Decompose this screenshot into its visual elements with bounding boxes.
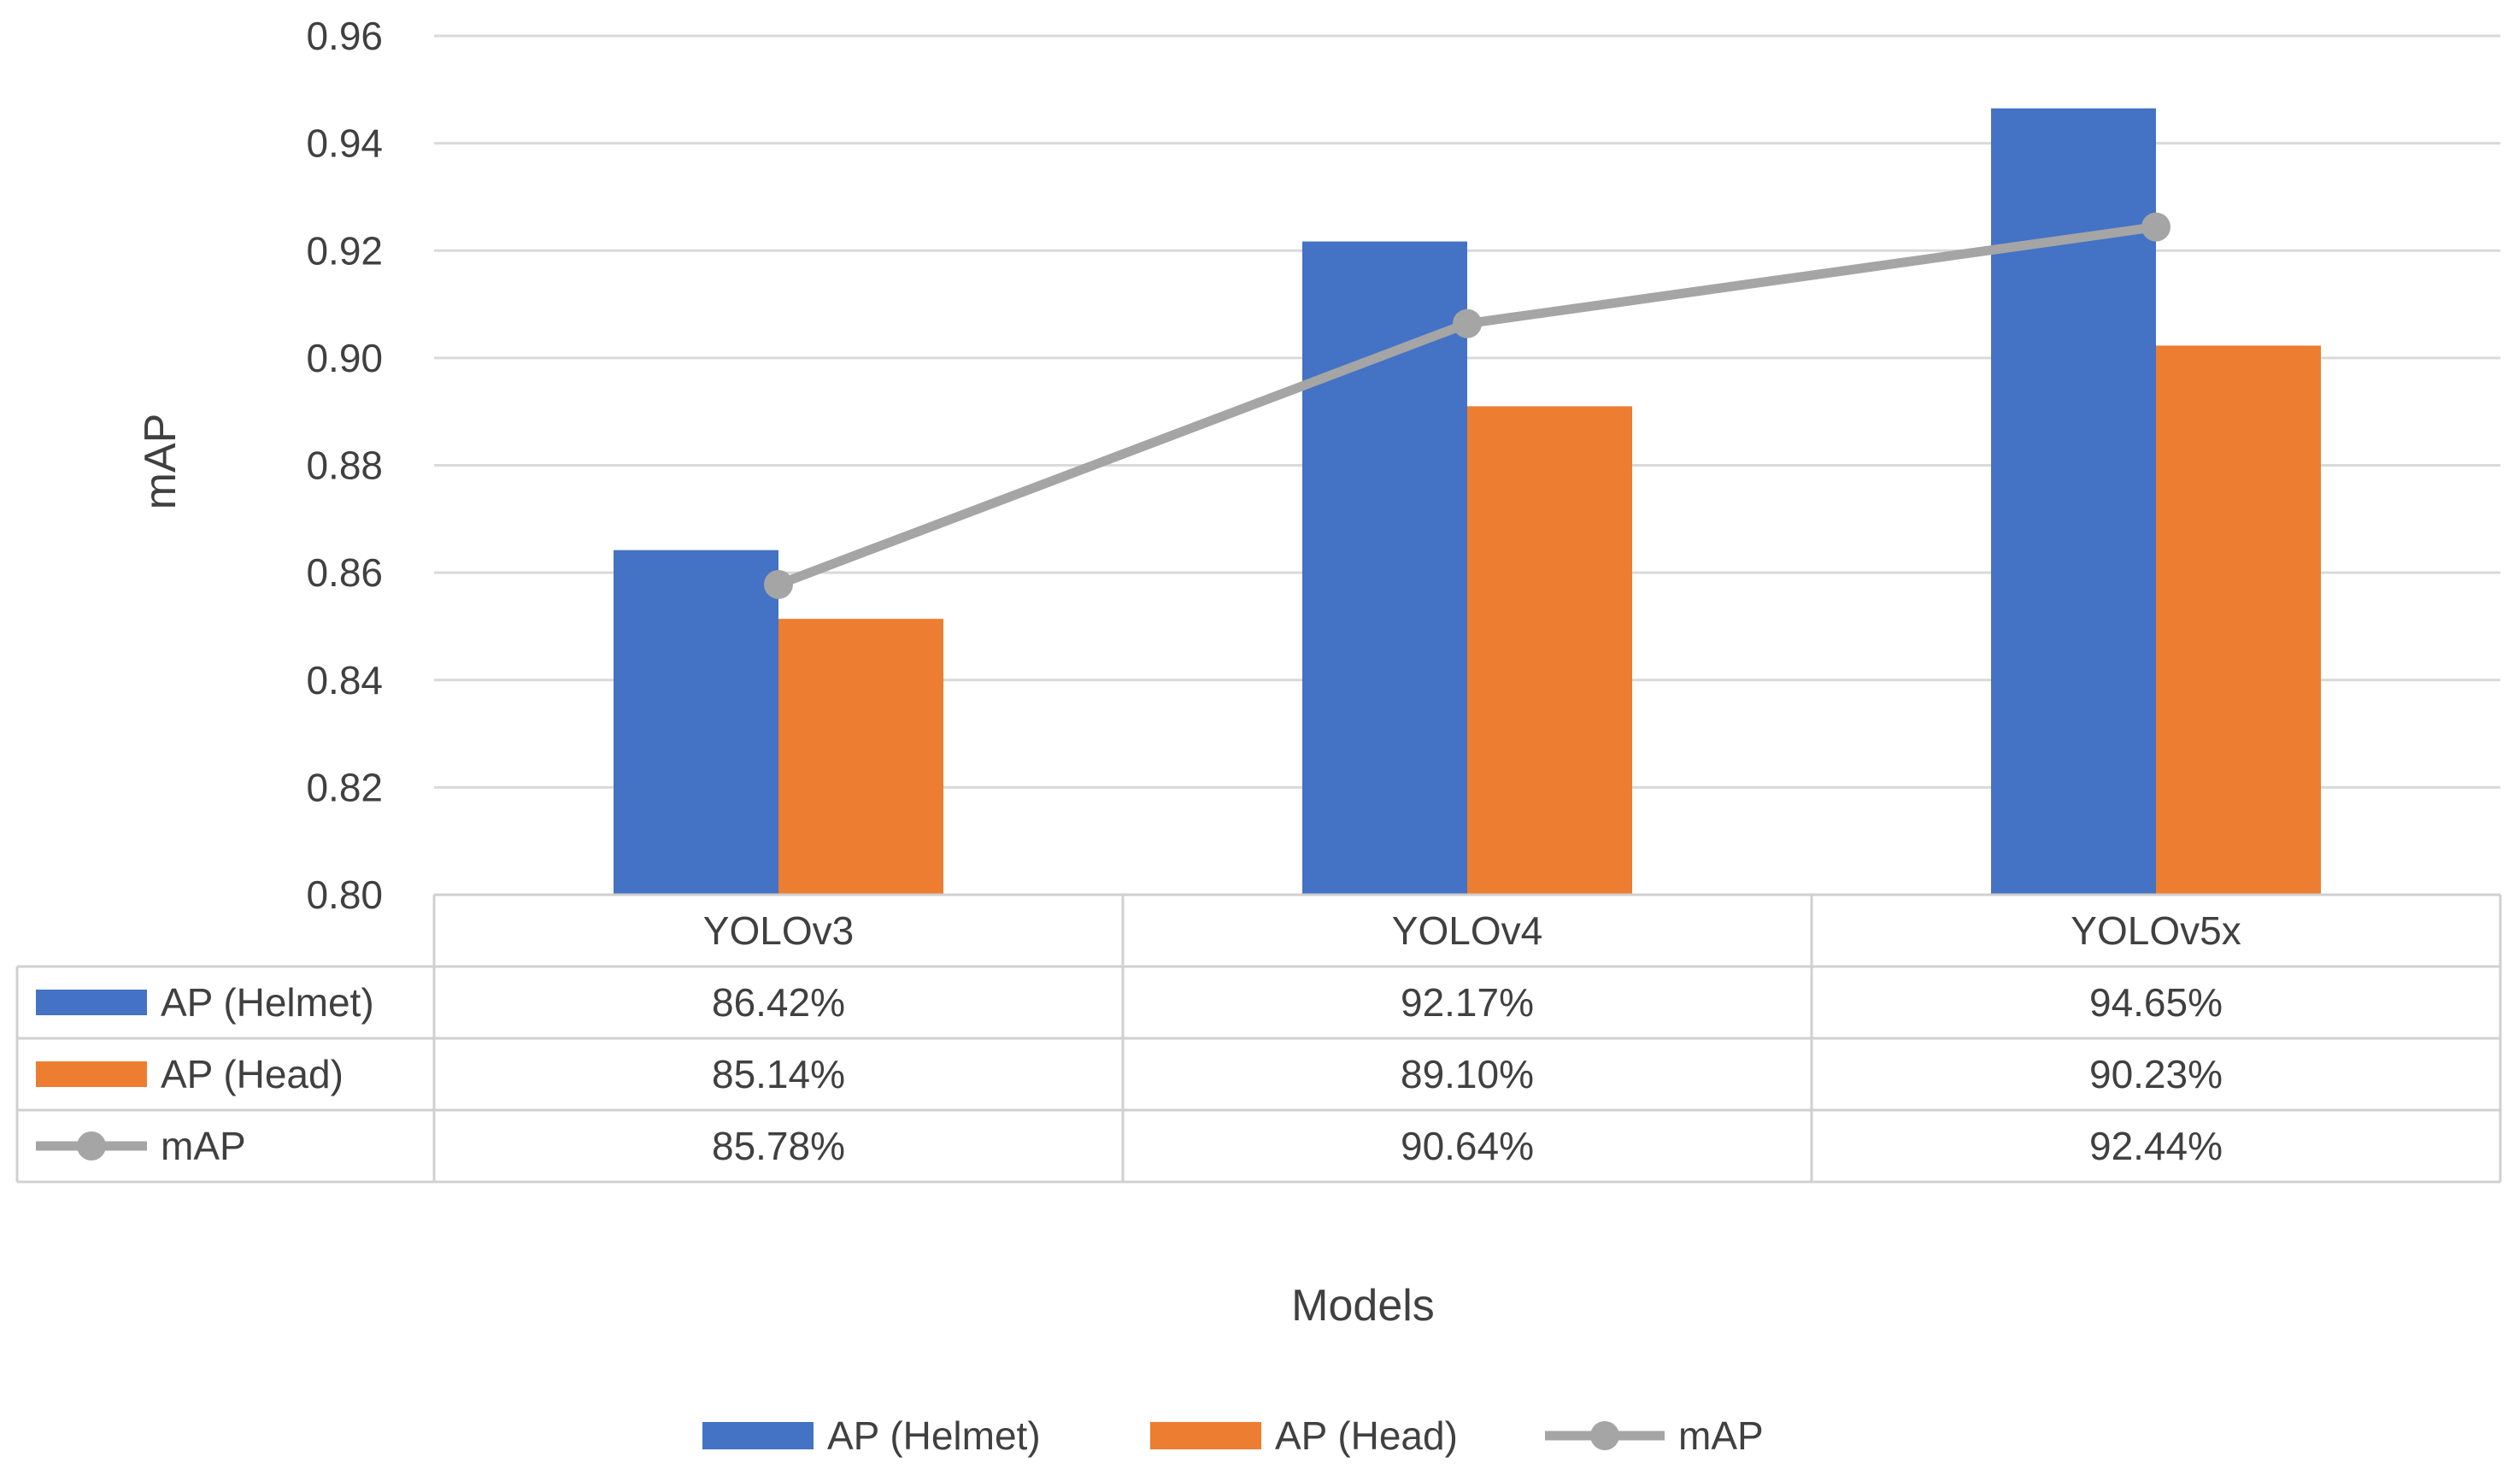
y-tick-label-0.80: 0.80 [306,873,383,917]
data-label-map-yolov5x: 92.44% [2089,1124,2223,1168]
y-tick-label-0.86: 0.86 [306,550,383,595]
legend-label-map: mAP [1678,1413,1764,1458]
bar-ap-helmet-yolov4 [1302,241,1467,895]
table-row-label-ap-helmet: AP (Helmet) [161,980,374,1025]
map-point-yolov5x [2141,212,2170,242]
bars [614,108,2321,896]
data-label-ap-helmet-yolov5x: 94.65% [2089,980,2223,1025]
y-tick-label-0.92: 0.92 [306,228,383,273]
y-tick-label-0.82: 0.82 [306,765,383,809]
y-axis-title: mAP [136,414,185,510]
bar-ap-head-yolov5x [2156,345,2321,896]
legend: AP (Helmet) AP (Head) mAP [702,1413,1764,1458]
category-label-yolov5x: YOLOv5x [2071,908,2241,953]
data-label-map-yolov3: 85.78% [712,1124,845,1168]
legend-key-marker-map [1590,1421,1619,1450]
category-label-yolov4: YOLOv4 [1392,908,1542,953]
data-label-ap-head-yolov5x: 90.23% [2089,1052,2223,1096]
table-key-marker-map [77,1131,106,1161]
y-tick-label-0.84: 0.84 [306,658,383,702]
y-tick-label-0.94: 0.94 [306,121,383,166]
data-label-ap-helmet-yolov3: 86.42% [712,980,845,1025]
map-point-yolov4 [1453,308,1482,338]
data-label-ap-helmet-yolov4: 92.17% [1401,980,1534,1025]
data-label-map-yolov4: 90.64% [1401,1124,1534,1168]
y-axis-ticks: 0.80 0.82 0.84 0.86 0.88 0.90 0.92 0.94 0.96 [306,14,383,917]
table-key-ap-helmet [36,990,147,1015]
legend-key-ap-helmet [702,1422,814,1449]
legend-label-ap-helmet: AP (Helmet) [827,1413,1041,1458]
bar-ap-head-yolov3 [778,619,943,895]
map-point-yolov3 [764,569,793,599]
legend-label-ap-head: AP (Head) [1275,1413,1458,1458]
legend-key-ap-head [1150,1422,1261,1449]
y-tick-label-0.90: 0.90 [306,336,383,380]
data-label-ap-head-yolov4: 89.10% [1401,1052,1534,1096]
table-row-label-map: mAP [161,1124,246,1168]
bar-ap-head-yolov4 [1467,406,1632,895]
category-label-yolov3: YOLOv3 [703,908,854,953]
data-table: YOLOv3 YOLOv4 YOLOv5x AP (Helmet) 86.42% 92.1… [15,893,2502,1184]
table-row-label-ap-head: AP (Head) [161,1052,344,1096]
y-tick-label-0.88: 0.88 [306,444,383,488]
y-tick-label-0.96: 0.96 [306,14,383,58]
bar-ap-helmet-yolov3 [614,549,778,895]
x-axis-title: Models [1291,1281,1435,1331]
data-label-ap-head-yolov3: 85.14% [712,1052,845,1096]
table-key-ap-head [36,1061,147,1087]
map-line-series [764,212,2170,599]
